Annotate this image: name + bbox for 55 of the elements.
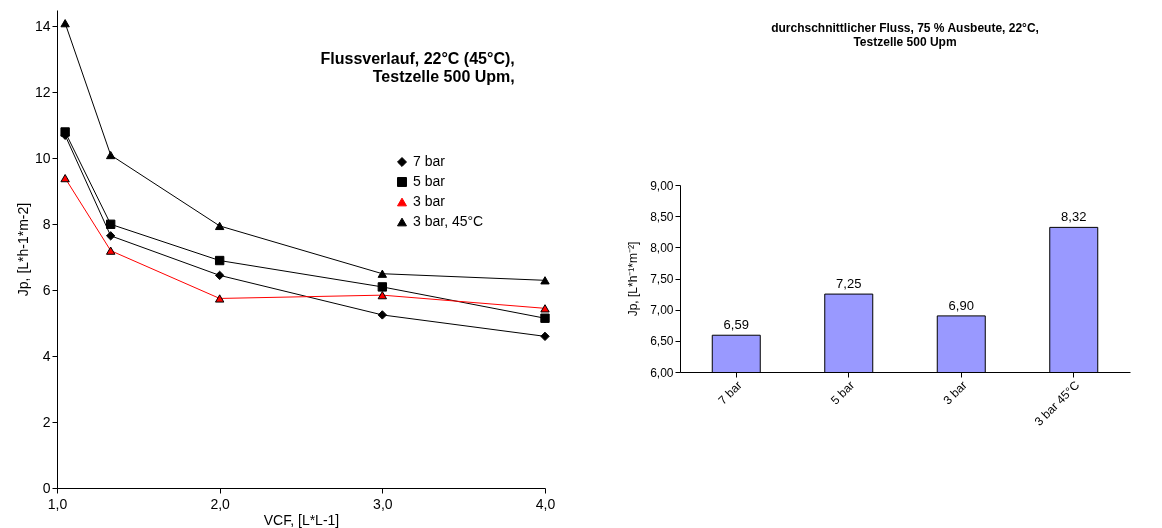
text: Flussverlauf, 22°C (45°C), [320,50,515,67]
y-tick-label: 6,00 [650,365,674,380]
data-label: 6,90 [948,297,974,313]
text: Testzelle 500 Upm [853,35,957,49]
legend-label: 5 bar [413,173,446,189]
x-tick-label: 7 bar [715,378,745,408]
point [540,304,550,313]
y-axis-title: Jp, [L*h-1*m-2] [14,202,31,297]
y-tick-label: 8,50 [650,209,674,224]
y-tick-label: 8 [42,215,51,232]
point [377,282,388,292]
legend-label: 3 bar, 45°C [413,213,484,229]
y-axis-title: Jp, [L*h⁻¹*m⁻²] [626,241,641,317]
y-tick-label: 8,00 [650,240,674,255]
point [377,310,388,320]
point [214,221,225,231]
x-tick-label: 1,0 [47,495,68,512]
point [60,174,70,183]
data-label: 6,59 [723,317,749,333]
x-tick-label: 3,0 [373,495,393,512]
point [377,269,388,278]
y-tick-label: 6,50 [650,334,674,349]
point [540,331,550,342]
x-tick-label: 2,0 [210,495,231,512]
point [106,231,116,241]
y-tick-label: 14 [34,17,51,34]
point [60,19,70,28]
point [540,276,550,285]
y-tick-label: 7,00 [650,303,674,318]
point [106,150,116,160]
legend-label: 7 bar [413,153,446,169]
y-tick-label: 4 [42,347,51,364]
x-tick-label: 3 bar [940,378,970,408]
data-label: 8,32 [1061,209,1087,225]
point [214,294,225,303]
y-tick-label: 12 [34,83,51,100]
y-tick-label: 0 [42,479,51,496]
y-tick-label: 10 [34,149,51,166]
point [540,313,550,323]
y-tick-label: 6 [42,281,51,298]
point [377,291,388,300]
data-label: 7,25 [836,276,862,292]
point [106,219,116,229]
y-tick-label: 2 [42,413,51,430]
x-tick-label: 5 bar [827,378,858,408]
y-tick-label: 7,50 [650,272,674,286]
text: durchschnittlicher Fluss, 75 % Ausbeute, 22°C, [771,21,1039,35]
x-axis-title: VCF, [L*L-1] [263,511,340,528]
text: Testzelle 500 Upm, [372,68,515,85]
point [214,255,225,266]
point [106,246,116,255]
y-tick-label: 9,00 [650,178,674,193]
legend-label: 3 bar [413,193,446,209]
x-tick-label: 4,0 [535,495,556,512]
point [214,270,225,281]
